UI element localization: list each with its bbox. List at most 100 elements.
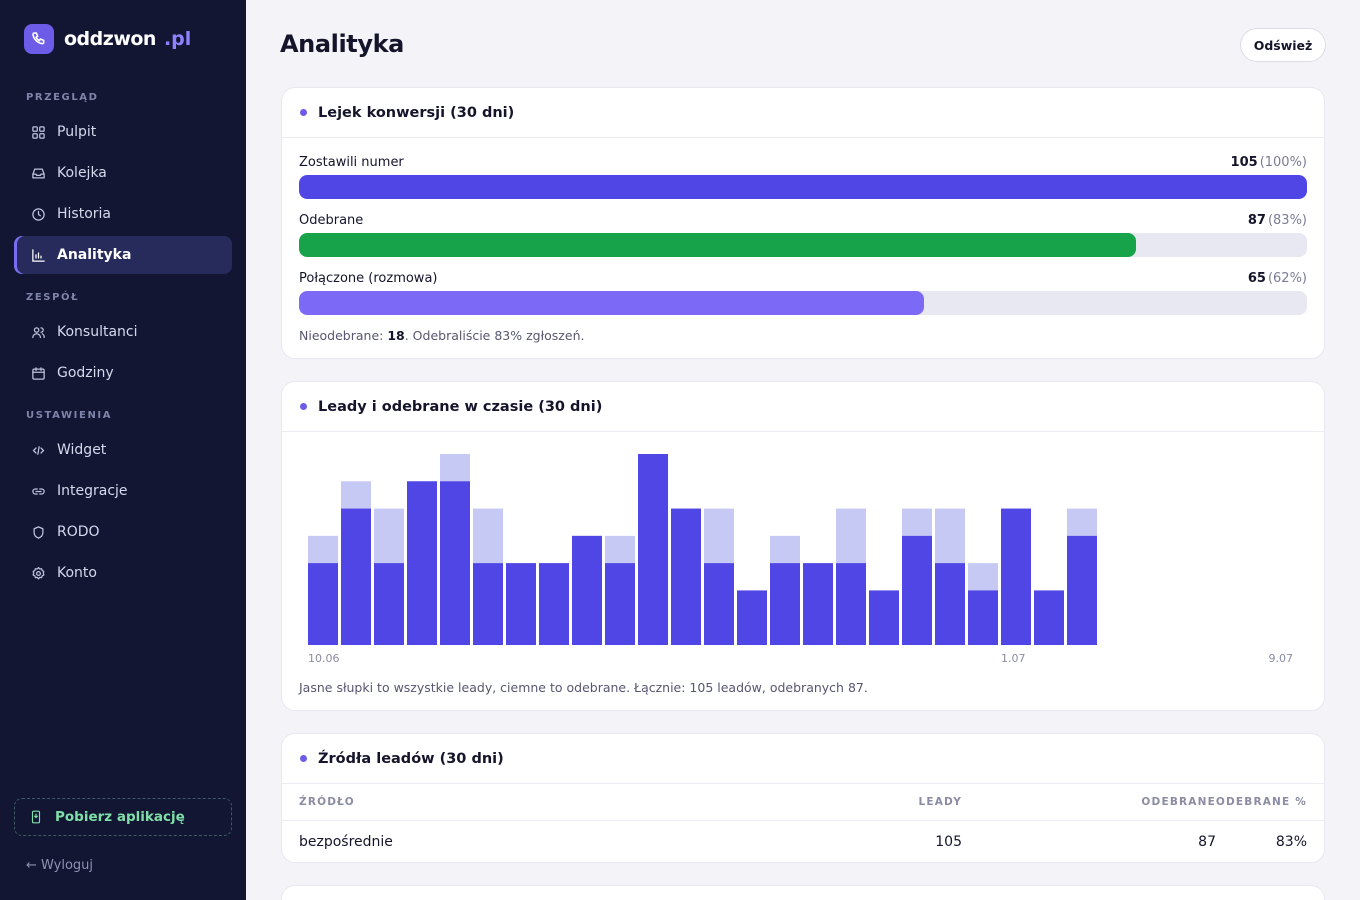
funnel-track	[299, 175, 1307, 199]
sidebar-item-label: Konsultanci	[57, 324, 138, 340]
bar-answered	[803, 563, 833, 645]
brand-name: oddzwon	[64, 28, 156, 50]
section-label-settings: USTAWIENIA	[26, 410, 113, 421]
sidebar-item-label: Kolejka	[57, 165, 107, 181]
page-title: Analityka	[280, 30, 404, 58]
sources-title: Źródła leadów (30 dni)	[318, 750, 504, 767]
bar-answered	[737, 590, 767, 645]
brand-logo[interactable]: oddzwon .pl	[24, 24, 191, 54]
table-cell-leads: 105	[935, 834, 962, 850]
x-tick-label: 1.07	[1001, 652, 1026, 665]
column-header-answered: ODEBRANE	[1141, 796, 1216, 808]
funnel-row-pct: (62%)	[1267, 270, 1307, 286]
section-dot	[300, 403, 307, 410]
gear-icon	[30, 565, 46, 581]
sidebar-item-pulpit[interactable]: Pulpit	[14, 113, 232, 151]
funnel-row: Połączone (rozmowa) 65 (62%)	[299, 268, 1307, 315]
timeline-card-header: Leady i odebrane w czasie (30 dni)	[282, 382, 1324, 432]
users-icon	[30, 324, 46, 340]
sidebar-item-konsultanci[interactable]: Konsultanci	[14, 313, 232, 351]
funnel-row-count: 65	[1247, 270, 1266, 286]
funnel-row-pct: (83%)	[1267, 212, 1307, 228]
funnel-note-suffix: . Odebraliście 83% zgłoszeń.	[404, 328, 585, 343]
funnel-row: Zostawili numer 105 (100%)	[299, 152, 1307, 199]
bar-answered	[638, 454, 668, 645]
phone-icon	[24, 24, 54, 54]
bar-answered	[836, 563, 866, 645]
bar-answered	[440, 481, 470, 645]
bar-answered	[1001, 508, 1031, 645]
sidebar-item-label: Godziny	[57, 365, 114, 381]
section-dot	[300, 109, 307, 116]
bar-answered	[605, 563, 635, 645]
funnel-row-pct: (100%)	[1259, 154, 1307, 170]
sidebar-item-godziny[interactable]: Godziny	[14, 354, 232, 392]
shield-icon	[30, 524, 46, 540]
funnel-row-count: 87	[1247, 212, 1266, 228]
bar-answered	[869, 590, 899, 645]
sidebar-item-integracje[interactable]: Integracje	[14, 472, 232, 510]
section-label-team: ZESPÓŁ	[26, 292, 80, 303]
funnel-title: Lejek konwersji (30 dni)	[318, 104, 515, 121]
brand-tld: .pl	[163, 28, 192, 50]
funnel-bar-fill	[299, 233, 1136, 257]
x-tick-label: 10.06	[308, 652, 340, 665]
bar-answered	[902, 535, 932, 645]
sidebar-item-label: Integracje	[57, 483, 128, 499]
bar-answered	[539, 563, 569, 645]
bar-answered	[704, 563, 734, 645]
logout-link[interactable]: ← Wyloguj	[26, 858, 94, 873]
sources-card-header: Źródła leadów (30 dni)	[282, 734, 1324, 784]
sources-card: Źródła leadów (30 dni) ŹRÓDŁO LEADY ODEB…	[281, 733, 1325, 863]
sidebar-item-konto[interactable]: Konto	[14, 554, 232, 592]
bar-answered	[374, 563, 404, 645]
funnel-card-header: Lejek konwersji (30 dni)	[282, 88, 1324, 138]
sidebar-item-rodo[interactable]: RODO	[14, 513, 232, 551]
section-dot	[300, 755, 307, 762]
sidebar-item-historia[interactable]: Historia	[14, 195, 232, 233]
table-cell-answered: 87	[1198, 834, 1216, 850]
section-label-overview: PRZEGLĄD	[26, 92, 99, 103]
bar-answered	[341, 508, 371, 645]
bar-answered	[671, 508, 701, 645]
grid-icon	[30, 124, 46, 140]
download-app-button[interactable]: Pobierz aplikację	[14, 798, 232, 836]
column-header-source: ŹRÓDŁO	[299, 796, 355, 808]
sidebar-item-label: Analityka	[57, 247, 132, 263]
bar-chart-icon	[30, 247, 46, 263]
funnel-card: Lejek konwersji (30 dni) Zostawili numer…	[281, 87, 1325, 359]
sidebar-item-kolejka[interactable]: Kolejka	[14, 154, 232, 192]
table-cell-answered-pct: 83%	[1275, 834, 1307, 850]
sidebar-item-label: Pulpit	[57, 124, 97, 140]
funnel-row: Odebrane 87 (83%)	[299, 210, 1307, 257]
table-cell-source: bezpośrednie	[299, 834, 393, 850]
sidebar: oddzwon .pl PRZEGLĄD Pulpit Kolejka Hist…	[0, 0, 246, 900]
refresh-button[interactable]: Odśwież	[1240, 28, 1326, 62]
funnel-track	[299, 233, 1307, 257]
sidebar-item-analityka[interactable]: Analityka	[14, 236, 232, 274]
bar-answered	[308, 563, 338, 645]
timeline-note: Jasne słupki to wszystkie leady, ciemne …	[299, 680, 868, 695]
funnel-bar-fill	[299, 175, 1307, 199]
bar-answered	[572, 535, 602, 645]
bar-answered	[935, 563, 965, 645]
funnel-track	[299, 291, 1307, 315]
sidebar-item-label: Konto	[57, 565, 97, 581]
table-divider	[282, 820, 1324, 821]
funnel-bar-fill	[299, 291, 924, 315]
next-card	[281, 885, 1325, 900]
sidebar-item-widget[interactable]: Widget	[14, 431, 232, 469]
sidebar-item-label: Widget	[57, 442, 107, 458]
calendar-icon	[30, 365, 46, 381]
bar-answered	[407, 481, 437, 645]
bar-answered	[770, 563, 800, 645]
phone-device-icon	[29, 809, 43, 825]
x-tick-label: 9.07	[1268, 652, 1294, 665]
sidebar-item-label: RODO	[57, 524, 100, 540]
column-header-answered-pct: ODEBRANE %	[1215, 796, 1307, 808]
funnel-row-label: Zostawili numer	[299, 154, 404, 170]
funnel-row-label: Odebrane	[299, 212, 364, 228]
clock-icon	[30, 206, 46, 222]
timeline-title: Leady i odebrane w czasie (30 dni)	[318, 398, 603, 415]
bar-answered	[473, 563, 503, 645]
